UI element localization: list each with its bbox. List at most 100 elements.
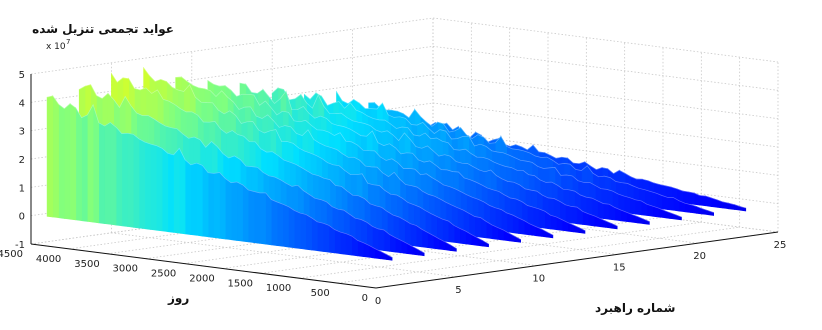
surface-facet [58, 103, 65, 219]
surface-facet [121, 132, 128, 227]
z-multiplier: x 10 [46, 42, 66, 52]
surface-facet [299, 212, 307, 250]
surface-facet [52, 94, 59, 219]
surface-facet [293, 209, 301, 249]
x-tick-label: 4000 [36, 254, 61, 265]
surface-facet [675, 214, 682, 221]
surface-facet [64, 103, 71, 220]
surface-layer [46, 66, 747, 261]
ridge-line [111, 73, 457, 249]
y-tick-label: 5 [455, 285, 461, 296]
z-tick-label: 1 [19, 183, 25, 194]
surface-facet [603, 203, 610, 220]
surface-facet [591, 197, 598, 219]
x-tick-label: 3000 [113, 264, 138, 275]
surface-facet [629, 197, 636, 215]
surface-facet [655, 192, 663, 210]
surface-facet [179, 148, 186, 235]
floor-grid-line [299, 221, 702, 279]
surface-facet [138, 138, 146, 230]
surface-facet [265, 191, 272, 246]
surface-facet [69, 103, 77, 221]
ridge-line [271, 87, 618, 227]
floor-grid-line [107, 197, 510, 255]
surface-facet [305, 213, 312, 251]
surface-facet [532, 206, 540, 228]
labels-layer: عواید تجمعی تنزیل شده x 10 7 روز شماره ر… [32, 22, 675, 315]
x-tick-label: 0 [362, 293, 368, 304]
surface-facet [345, 233, 353, 256]
y-tick-label: 20 [693, 251, 706, 262]
surface-facet [110, 121, 117, 226]
ridge-line [400, 116, 746, 209]
surface-facet [225, 177, 232, 241]
z-tick-label: -1 [15, 240, 25, 251]
y-axis-label: شماره راهبرد [595, 301, 675, 315]
back-wall-grid-line [432, 17, 779, 63]
surface-facet [436, 215, 443, 242]
x-axis-line [30, 243, 377, 289]
surface-facet [173, 147, 180, 234]
surface-facet [270, 199, 278, 246]
left-wall-grid-line [30, 45, 434, 103]
surface-facet [92, 104, 100, 224]
floor-grid-line [337, 226, 740, 284]
surface-facet [623, 195, 631, 214]
surface-facet [377, 228, 385, 251]
surface-facet [506, 212, 513, 234]
surface-facet [357, 240, 364, 257]
surface-facet [699, 195, 706, 207]
floor-grid-line [184, 207, 587, 264]
floor-grid-line [260, 216, 664, 274]
surface-facet [242, 184, 249, 243]
x-axis-label: روز [167, 291, 189, 306]
surface-facet [565, 204, 572, 224]
x-tick-label: 4500 [0, 249, 23, 260]
x-tick-label: 1000 [266, 283, 291, 294]
z-tick-label: 2 [19, 155, 25, 166]
surface-facet [115, 126, 123, 227]
ridge-line [175, 76, 521, 240]
surface-facet [104, 121, 111, 225]
surface-facet [322, 222, 330, 253]
surface-facet [81, 114, 88, 222]
surface-facet [328, 224, 335, 254]
surface-facet [538, 208, 546, 229]
ridge-line [79, 84, 425, 254]
left-wall-grid-line [30, 17, 434, 75]
surface-facet [253, 191, 261, 244]
ridge-line [47, 95, 393, 258]
surface-facet [161, 147, 169, 233]
surface-facet [334, 229, 341, 255]
surface-facet [682, 190, 689, 204]
surface-facet [570, 206, 578, 225]
surface-facet [75, 106, 82, 222]
surface-facet [276, 201, 284, 247]
x-tick-label: 2000 [189, 273, 214, 284]
surface-facet [372, 225, 379, 251]
surface-facet [207, 172, 215, 238]
surface-facet [474, 216, 481, 238]
surface-facet [144, 141, 151, 230]
surface-facet [236, 181, 243, 242]
surface-facet [196, 162, 203, 237]
surface-facet [259, 192, 266, 245]
x-tick-label: 2500 [151, 269, 176, 280]
surface-facet [442, 218, 449, 243]
z-tick-label: 3 [19, 127, 25, 138]
surface-facet [248, 189, 255, 244]
floor-grid-line [145, 202, 549, 260]
surface-facet [282, 203, 289, 248]
y-tick-label: 25 [774, 240, 787, 251]
surface-facet [611, 222, 618, 230]
y-axis-line [375, 231, 779, 289]
surface-facet [150, 143, 157, 231]
surface-facet [98, 122, 105, 224]
ridge-line [368, 102, 714, 213]
surface-facet [190, 162, 197, 236]
floor-grid-line [69, 192, 472, 250]
surface-facet [687, 191, 695, 205]
surface-facet [404, 219, 411, 246]
y-tick-label: 0 [375, 296, 381, 307]
